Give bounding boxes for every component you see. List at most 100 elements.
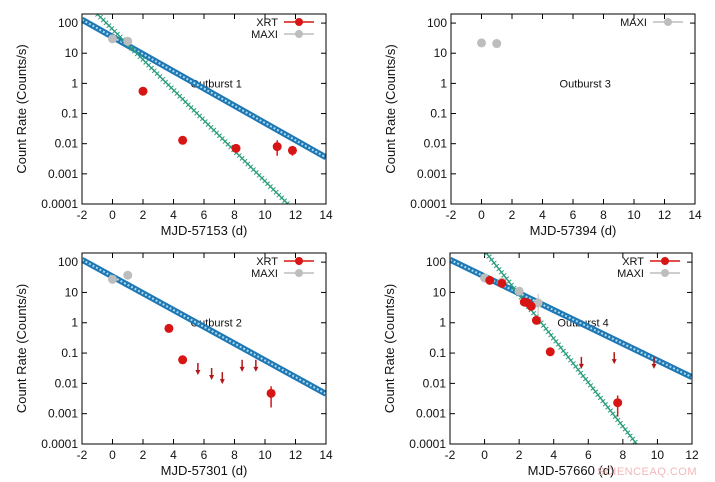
legend-label: MAXI (620, 17, 647, 29)
y-tick-label: 0.1 (430, 107, 447, 121)
y-tick-label: 1 (71, 316, 78, 330)
y-tick-label: 0.001 (417, 167, 447, 181)
x-tick-label: 14 (319, 448, 333, 462)
plot-area (450, 253, 692, 444)
x-tick-label: 2 (140, 208, 147, 222)
x-tick-label: 8 (231, 448, 238, 462)
x-axis-label: MJD-57301 (d) (161, 463, 248, 478)
x-tick-label: 12 (658, 208, 672, 222)
plot-frame (450, 13, 696, 205)
y-tick-label: 10 (433, 285, 447, 299)
maxi-point (477, 38, 486, 48)
x-axis-label: MJD-57660 (d) (528, 463, 615, 478)
legend-label: XRT (256, 17, 278, 29)
maxi-point (108, 34, 117, 44)
xrt-point (545, 347, 555, 357)
maxi-point (108, 274, 117, 284)
legend-label: MAXI (617, 268, 644, 280)
y-tick-label: 0.1 (61, 346, 78, 360)
x-tick-label: 6 (201, 208, 208, 222)
x-tick-label: -2 (446, 208, 457, 222)
plot-frame (81, 13, 327, 205)
upper-limit-arrowhead (209, 375, 215, 381)
y-tick-label: 100 (427, 16, 447, 30)
xrt-point (485, 275, 495, 285)
xrt-point (164, 323, 174, 333)
legend-label: XRT (256, 256, 278, 268)
legend-marker (664, 18, 672, 26)
plot-area (477, 38, 502, 49)
watermark: SCIENCEAQ.COM (596, 466, 697, 478)
y-axis-label: Count Rate (Counts/s) (14, 44, 29, 173)
plot-frame (449, 252, 693, 445)
x-tick-label: 12 (289, 448, 303, 462)
fit-line-slow-pattern (82, 18, 326, 159)
upper-limit-arrowhead (253, 366, 259, 372)
x-tick-label: 14 (688, 208, 702, 222)
xrt-point (231, 143, 241, 153)
legend-label: MAXI (251, 268, 278, 280)
y-tick-label: 0.1 (61, 107, 78, 121)
y-tick-label: 10 (65, 285, 79, 299)
y-axis-label: Count Rate (Counts/s) (14, 284, 29, 413)
upper-limit-arrowhead (239, 366, 245, 372)
x-tick-label: 6 (201, 448, 208, 462)
y-tick-label: 10 (434, 46, 448, 60)
x-tick-label: 10 (651, 448, 665, 462)
maxi-point (533, 298, 543, 308)
xrt-point (272, 142, 282, 152)
y-tick-label: 0.0001 (41, 197, 78, 211)
legend-label: MAXI (251, 29, 278, 41)
y-tick-label: 0.0001 (41, 437, 78, 451)
maxi-point (123, 36, 133, 46)
y-tick-label: 1 (439, 316, 446, 330)
panel-top-right: 0.0001 0.001 0.01 0.1 1 10 100 -2 0 2 4 6 8 10 12 14 MJD… (383, 13, 702, 238)
x-tick-label: 4 (539, 208, 546, 222)
y-tick-label: 0.001 (416, 407, 446, 421)
y-axis-label: Count Rate (Counts/s) (383, 44, 398, 173)
x-tick-label: 12 (685, 448, 699, 462)
x-tick-label: 2 (509, 208, 516, 222)
x-axis-label: MJD-57153 (d) (161, 223, 248, 238)
x-tick-label: 12 (289, 208, 303, 222)
legend-marker (661, 257, 669, 265)
x-tick-label: 2 (140, 448, 147, 462)
y-tick-label: 10 (65, 46, 79, 60)
y-tick-label: 0.1 (429, 346, 446, 360)
xrt-point (138, 86, 148, 96)
plot-area (82, 14, 326, 204)
maxi-point (492, 39, 502, 49)
y-tick-label: 100 (58, 255, 78, 269)
upper-limit-arrowhead (219, 379, 225, 385)
legend-marker (295, 269, 303, 277)
fit-line-slow-pattern (82, 258, 326, 395)
annotation: Outburst 3 (560, 78, 611, 90)
xrt-point (287, 145, 297, 155)
xrt-point (613, 398, 623, 408)
x-tick-label: 8 (231, 208, 238, 222)
y-tick-label: 0.0001 (410, 197, 447, 211)
x-tick-label: 4 (550, 448, 557, 462)
x-tick-label: -2 (77, 448, 88, 462)
y-tick-label: 0.01 (55, 376, 79, 390)
x-tick-label: 10 (258, 448, 272, 462)
x-tick-label: 6 (570, 208, 577, 222)
x-tick-label: 4 (170, 208, 177, 222)
plot-area (82, 257, 326, 408)
x-tick-label: -2 (445, 448, 456, 462)
panel-bottom-right: 0.0001 0.001 0.01 0.1 1 10 100 -2 0 2 4 6 8 10 12 MJD-5… (382, 252, 699, 478)
x-tick-label: 4 (170, 448, 177, 462)
panel-bottom-left: 0.0001 0.001 0.01 0.1 1 10 100 -2 0 2 4 6 8 10 12 14 MJD… (14, 252, 333, 478)
maxi-point (123, 270, 133, 280)
xrt-point (497, 278, 507, 288)
y-tick-label: 0.01 (55, 137, 79, 151)
fit-line-fast-crosses (483, 253, 640, 444)
y-tick-label: 100 (426, 255, 446, 269)
xrt-point (266, 388, 276, 398)
upper-limit-arrowhead (611, 359, 617, 365)
x-tick-label: 0 (109, 208, 116, 222)
maxi-point (514, 286, 524, 296)
y-tick-label: 0.0001 (409, 437, 446, 451)
